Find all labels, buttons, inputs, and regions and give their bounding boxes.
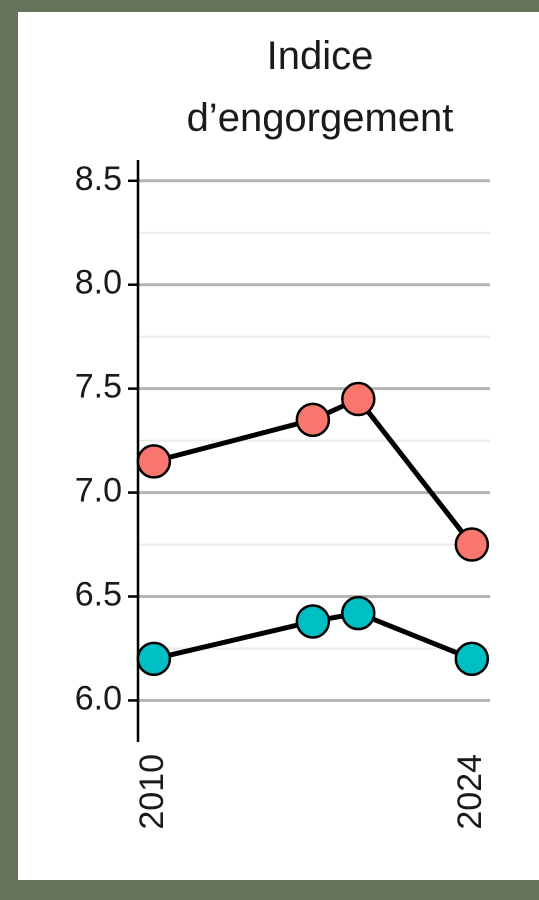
- x-tick-label: 2010: [133, 754, 171, 830]
- y-tick-label: 7.5: [75, 368, 122, 406]
- point: [136, 641, 172, 677]
- series-line: [153, 395, 474, 547]
- point: [454, 527, 490, 562]
- y-tick-label: 7.0: [75, 472, 122, 510]
- point: [341, 381, 376, 417]
- y-tick-label: 6.0: [75, 679, 122, 717]
- point: [295, 402, 331, 438]
- chart-title: Indice d’engorgement: [187, 34, 454, 140]
- point: [454, 641, 490, 677]
- panel: [18, 12, 539, 880]
- point: [295, 604, 331, 639]
- y-tick-label: 8.0: [75, 264, 122, 302]
- point: [136, 444, 172, 479]
- series-line: [153, 610, 473, 662]
- y-tick-label: 8.5: [75, 160, 122, 198]
- y-tick-label: 6.5: [75, 575, 122, 613]
- x-tick-label: 2024: [451, 754, 489, 830]
- point: [341, 595, 376, 631]
